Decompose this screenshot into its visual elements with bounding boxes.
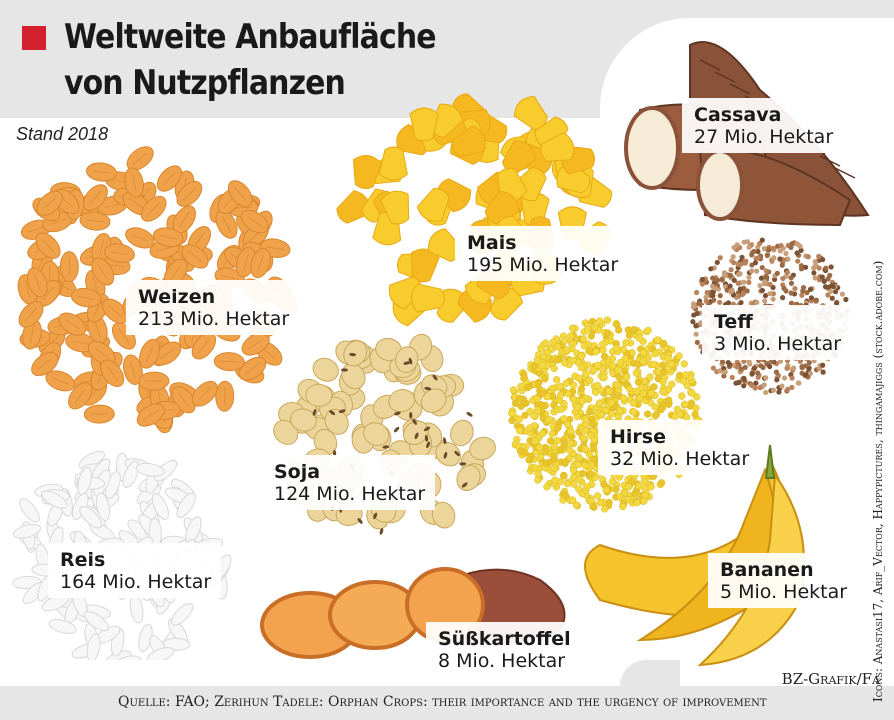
- subtitle: Stand 2018: [16, 124, 109, 144]
- wheat-illustration: [17, 146, 298, 434]
- crop-name: Süßkartoffel: [438, 628, 571, 650]
- crop-name: Bananen: [720, 559, 814, 581]
- page-title: Weltweite Anbaufläche von Nutzpflanzen: [64, 14, 437, 106]
- crop-name: Weizen: [138, 286, 216, 308]
- icon-credits: Icons: Anastasi17, Arif_Vector, Happypic…: [871, 260, 885, 702]
- crop-label-mais: Mais 195 Mio. Hektar: [455, 226, 629, 281]
- crop-label-cassava: Cassava 27 Mio. Hektar: [682, 98, 844, 153]
- crop-label-soja: Soja 124 Mio. Hektar: [262, 455, 436, 510]
- crop-area-value: 164 Mio. Hektar: [60, 571, 212, 593]
- footer-background: [0, 686, 894, 720]
- crop-area-value: 124 Mio. Hektar: [274, 483, 426, 505]
- crop-area-value: 5 Mio. Hektar: [720, 581, 848, 603]
- crop-area-value: 195 Mio. Hektar: [467, 254, 619, 276]
- crop-area-value: 27 Mio. Hektar: [694, 126, 834, 148]
- crop-label-hirse: Hirse 32 Mio. Hektar: [598, 420, 760, 475]
- source-note: Quelle: FAO; Zerihun Tadele: Orphan Crop…: [118, 694, 767, 710]
- crop-label-bananen: Bananen 5 Mio. Hektar: [708, 553, 858, 608]
- crop-area-value: 213 Mio. Hektar: [138, 308, 290, 330]
- crop-name: Mais: [467, 232, 517, 254]
- crop-name: Teff: [714, 311, 753, 333]
- title-marker: [22, 26, 46, 50]
- agency-credit: BZ-Grafik/Fa: [781, 670, 880, 688]
- crop-area-value: 8 Mio. Hektar: [438, 650, 566, 672]
- crop-label-reis: Reis 164 Mio. Hektar: [48, 543, 222, 598]
- title-line-1: Weltweite Anbaufläche: [64, 17, 437, 57]
- crop-label-teff: Teff 3 Mio. Hektar: [702, 305, 852, 360]
- crop-area-value: 32 Mio. Hektar: [610, 448, 750, 470]
- crop-name: Hirse: [610, 426, 666, 448]
- crop-name: Soja: [274, 461, 321, 483]
- crop-label-süßkartoffel: Süßkartoffel 8 Mio. Hektar: [426, 622, 581, 677]
- corn-illustration: [336, 93, 612, 327]
- crop-name: Reis: [60, 549, 106, 571]
- crop-label-weizen: Weizen 213 Mio. Hektar: [126, 280, 300, 335]
- crop-name: Cassava: [694, 104, 782, 126]
- millet-illustration: [508, 316, 703, 513]
- title-line-2: von Nutzpflanzen: [64, 63, 346, 103]
- crop-area-value: 3 Mio. Hektar: [714, 333, 842, 355]
- footer-curve: [620, 660, 680, 690]
